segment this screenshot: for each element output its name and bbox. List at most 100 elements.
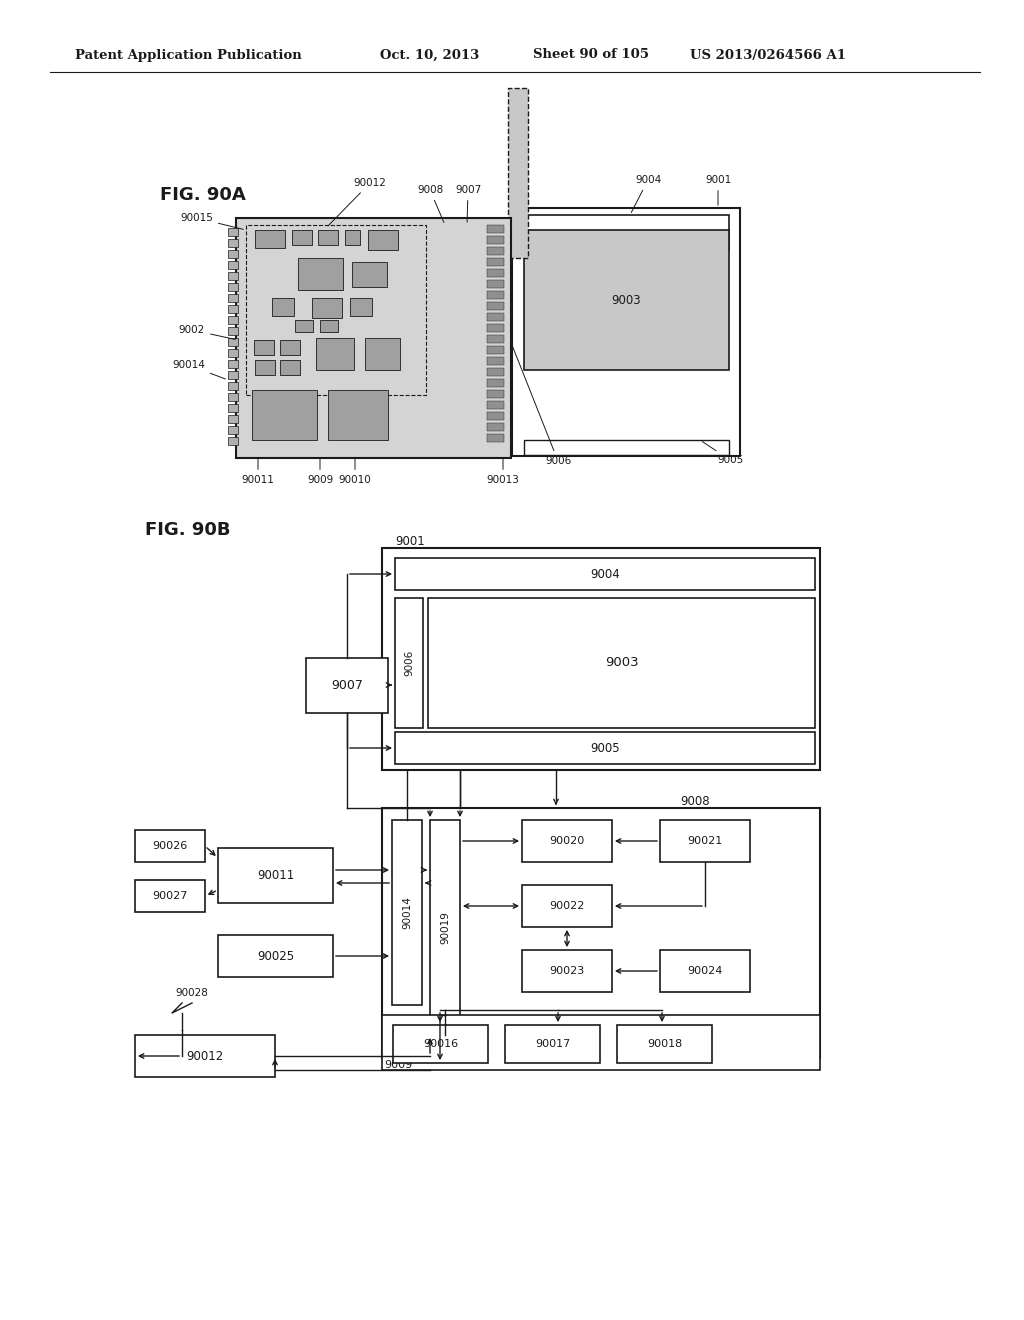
Bar (228, 272, 238, 280)
Text: 90027: 90027 (153, 891, 187, 902)
Bar (487, 335, 504, 343)
Text: 90014: 90014 (172, 360, 225, 379)
Bar (428, 598, 815, 729)
Bar (228, 239, 238, 247)
Bar (508, 88, 528, 257)
Bar (252, 389, 317, 440)
Text: 90021: 90021 (687, 836, 723, 846)
Bar (228, 360, 238, 368)
Text: 9003: 9003 (605, 656, 638, 669)
Text: 90015: 90015 (180, 213, 244, 230)
Bar (228, 249, 238, 257)
Bar (228, 282, 238, 290)
Bar (318, 230, 338, 246)
Text: Oct. 10, 2013: Oct. 10, 2013 (380, 49, 479, 62)
Text: 90023: 90023 (549, 966, 585, 975)
Bar (319, 319, 338, 333)
Bar (228, 393, 238, 401)
Text: 9008: 9008 (417, 185, 444, 223)
Bar (228, 437, 238, 445)
Bar (487, 224, 504, 234)
Bar (345, 230, 360, 246)
Text: 9006: 9006 (511, 343, 571, 466)
Bar (254, 341, 274, 355)
Bar (522, 820, 612, 862)
Text: 90028: 90028 (175, 987, 208, 998)
Bar (218, 847, 333, 903)
Bar (316, 338, 354, 370)
Text: Patent Application Publication: Patent Application Publication (75, 49, 302, 62)
Text: 9008: 9008 (680, 795, 710, 808)
Bar (382, 548, 820, 770)
Bar (135, 830, 205, 862)
Bar (135, 880, 205, 912)
Bar (487, 247, 504, 255)
Bar (382, 808, 820, 1059)
Bar (524, 215, 729, 249)
Bar (228, 305, 238, 313)
Text: 90011: 90011 (257, 869, 294, 882)
Bar (382, 1015, 820, 1071)
Text: 90014: 90014 (402, 896, 412, 929)
Bar (228, 228, 238, 236)
Text: FIG. 90B: FIG. 90B (145, 521, 230, 539)
Text: 90010: 90010 (339, 458, 372, 484)
Bar (487, 302, 504, 310)
Text: 9001: 9001 (705, 176, 731, 205)
Bar (228, 294, 238, 302)
Text: 90012: 90012 (328, 178, 386, 226)
Bar (292, 230, 312, 246)
Bar (660, 820, 750, 862)
Bar (392, 820, 422, 1005)
Text: 9001: 9001 (395, 535, 425, 548)
Text: 9002: 9002 (179, 325, 236, 339)
Text: 90024: 90024 (687, 966, 723, 975)
Text: 90019: 90019 (440, 912, 450, 944)
Bar (228, 348, 238, 356)
Bar (352, 261, 387, 286)
Bar (487, 280, 504, 288)
Bar (255, 230, 285, 248)
Bar (487, 313, 504, 321)
Bar (522, 884, 612, 927)
Bar (272, 298, 294, 315)
Text: 90017: 90017 (535, 1039, 570, 1049)
Bar (487, 346, 504, 354)
Bar (487, 422, 504, 432)
Bar (487, 323, 504, 333)
Bar (306, 657, 388, 713)
Bar (228, 381, 238, 389)
Text: 90026: 90026 (153, 841, 187, 851)
Text: 90018: 90018 (647, 1039, 682, 1049)
Bar (350, 298, 372, 315)
Bar (280, 341, 300, 355)
Bar (487, 236, 504, 244)
Bar (487, 379, 504, 387)
Bar (298, 257, 343, 290)
Bar (236, 218, 511, 458)
Text: 90020: 90020 (549, 836, 585, 846)
Bar (487, 269, 504, 277)
Bar (395, 733, 815, 764)
Bar (228, 315, 238, 323)
Bar (505, 1026, 600, 1063)
Bar (368, 230, 398, 249)
Bar (228, 426, 238, 434)
Text: 9007: 9007 (455, 185, 481, 222)
Text: 9003: 9003 (611, 293, 641, 306)
Bar (228, 327, 238, 335)
Text: FIG. 90A: FIG. 90A (160, 186, 246, 205)
Text: 9004: 9004 (590, 568, 620, 581)
Text: 90012: 90012 (186, 1049, 223, 1063)
Bar (522, 950, 612, 993)
Bar (487, 356, 504, 366)
Text: 90025: 90025 (257, 949, 294, 962)
Bar (135, 1035, 275, 1077)
Bar (487, 368, 504, 376)
Text: 90013: 90013 (486, 458, 519, 484)
Bar (512, 209, 740, 455)
Bar (328, 389, 388, 440)
Bar (365, 338, 400, 370)
Bar (218, 935, 333, 977)
Bar (228, 414, 238, 422)
